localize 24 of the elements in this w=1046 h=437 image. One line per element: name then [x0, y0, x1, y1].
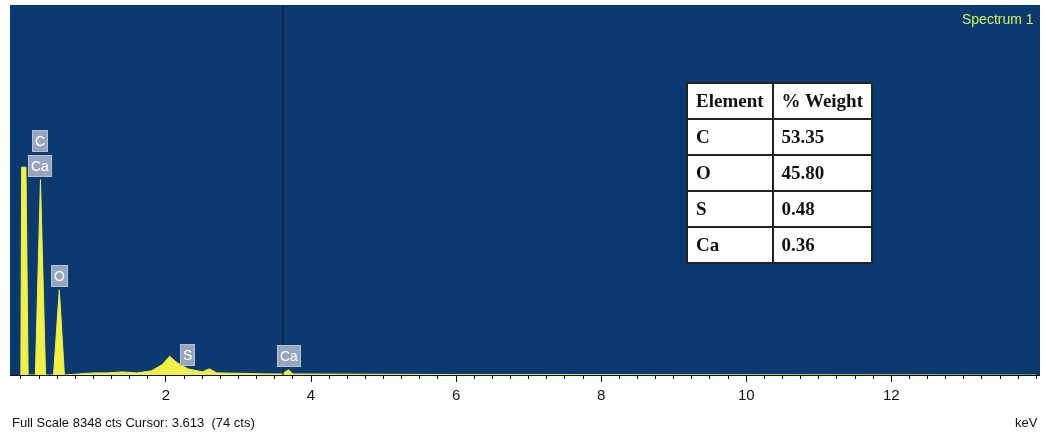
x-tick-label: 10	[737, 386, 755, 403]
annotation: O	[54, 268, 65, 284]
category-label: Ca	[687, 227, 773, 263]
x-tick-label: 4	[306, 386, 316, 403]
text: 0.36	[781, 234, 815, 255]
x-tick-label: 2	[161, 386, 171, 403]
chart-title: Spectrum 1	[962, 11, 1034, 27]
annotation: S	[183, 347, 193, 363]
text: 0.48	[781, 198, 815, 219]
x-tick-label: 6	[451, 386, 461, 403]
category-label: S	[687, 191, 773, 227]
x-axis-title: keV	[1015, 415, 1038, 430]
text: 53.35	[781, 126, 825, 147]
category-label: C	[687, 119, 773, 155]
x-tick-label: 12	[882, 386, 900, 403]
annotation: C	[35, 133, 46, 149]
category-label: O	[687, 155, 773, 191]
text: Element	[687, 83, 773, 119]
annotation: Ca	[280, 348, 299, 364]
text: % Weight	[772, 83, 873, 119]
annotation: Ca	[31, 158, 50, 174]
text: 45.80	[781, 162, 825, 183]
x-tick-label: 8	[596, 386, 606, 403]
text: Full Scale 8348 cts Cursor: 3.613 (74 cts)	[12, 415, 255, 430]
